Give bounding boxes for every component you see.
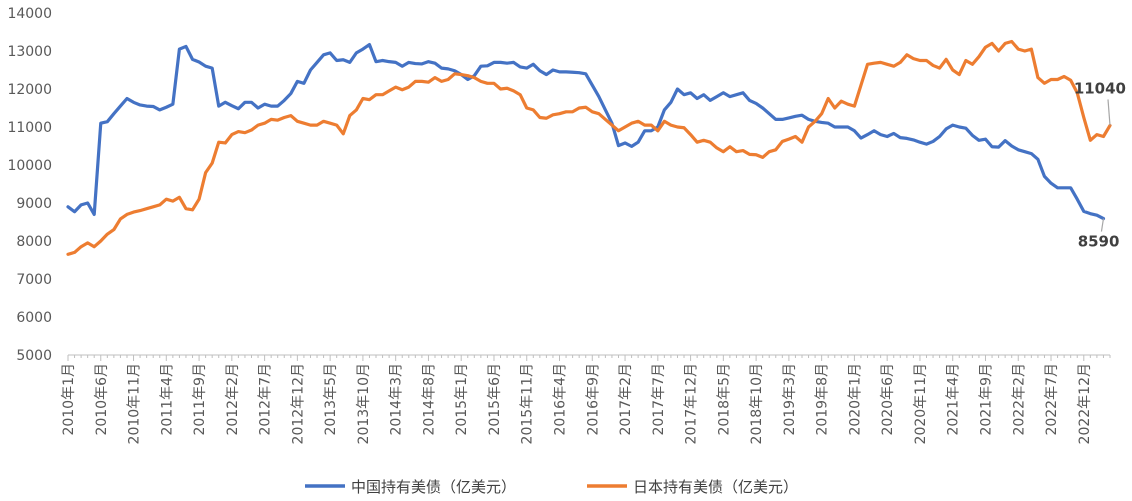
x-tick-label: 2017年2月 bbox=[618, 363, 634, 436]
x-tick-label: 2013年5月 bbox=[323, 363, 339, 436]
y-tick-label: 12000 bbox=[7, 82, 52, 98]
x-tick-label: 2020年6月 bbox=[880, 363, 896, 436]
x-tick-label: 2014年8月 bbox=[421, 363, 437, 436]
x-tick-label: 2015年1月 bbox=[454, 363, 470, 436]
x-tick-label: 2016年9月 bbox=[585, 363, 601, 436]
y-tick-label: 10000 bbox=[7, 158, 52, 174]
y-tick-label: 6000 bbox=[16, 310, 52, 326]
y-tick-label: 14000 bbox=[7, 6, 52, 22]
x-tick-label: 2013年10月 bbox=[356, 363, 372, 444]
x-tick-label: 2017年12月 bbox=[684, 363, 700, 444]
legend-item-china-label: 中国持有美债（亿美元） bbox=[351, 478, 516, 496]
x-tick-label: 2011年9月 bbox=[192, 363, 208, 436]
x-tick-label: 2020年11月 bbox=[913, 363, 929, 444]
x-tick-label: 2010年1月 bbox=[61, 363, 77, 436]
x-tick-label: 2011年4月 bbox=[159, 363, 175, 436]
annotations: 11040 8590 bbox=[1074, 79, 1126, 250]
japan-end-value-label: 11040 bbox=[1074, 79, 1126, 97]
y-tick-label: 11000 bbox=[7, 120, 52, 136]
legend-item-japan-label: 日本持有美债（亿美元） bbox=[633, 478, 798, 496]
x-tick-label: 2010年11月 bbox=[127, 363, 143, 444]
x-tick-label: 2012年7月 bbox=[258, 363, 274, 436]
y-tick-label: 5000 bbox=[16, 348, 52, 364]
x-tick-label: 2022年7月 bbox=[1044, 363, 1060, 436]
x-tick-label: 2015年6月 bbox=[487, 363, 503, 436]
x-tick-label: 2021年4月 bbox=[946, 363, 962, 436]
y-tick-label: 13000 bbox=[7, 44, 52, 60]
x-tick-label: 2012年2月 bbox=[225, 363, 241, 436]
x-tick-label: 2022年2月 bbox=[1011, 363, 1027, 436]
x-axis: 2010年1月 2010年6月 2010年11月 2011年4月 2011年9月 2012… bbox=[61, 354, 1111, 444]
legend: 中国持有美债（亿美元） 日本持有美债（亿美元） bbox=[305, 478, 798, 496]
x-tick-label: 2014年3月 bbox=[389, 363, 405, 436]
y-tick-label: 7000 bbox=[16, 272, 52, 288]
china-end-leader-line bbox=[1100, 218, 1105, 232]
china-holdings-line bbox=[66, 42, 1106, 221]
x-tick-label: 2018年10月 bbox=[749, 363, 765, 444]
japan-holdings-line bbox=[66, 39, 1112, 256]
china-end-value-label: 8590 bbox=[1078, 233, 1120, 251]
y-axis: 5000 6000 7000 8000 9000 10000 11000 12000 13000… bbox=[7, 6, 52, 364]
y-tick-label: 9000 bbox=[16, 196, 52, 212]
x-tick-label: 2018年5月 bbox=[716, 363, 732, 436]
x-tick-label: 2022年12月 bbox=[1077, 363, 1093, 444]
x-tick-label: 2010年6月 bbox=[94, 363, 110, 436]
x-tick-label: 2020年1月 bbox=[847, 363, 863, 436]
x-tick-label: 2021年9月 bbox=[978, 363, 994, 436]
japan-end-leader-line bbox=[1107, 99, 1111, 126]
x-tick-label: 2015年11月 bbox=[520, 363, 536, 444]
x-tick-label: 2019年8月 bbox=[815, 363, 831, 436]
y-tick-label: 8000 bbox=[16, 234, 52, 250]
x-tick-label: 2012年12月 bbox=[290, 363, 306, 444]
x-tick-label: 2016年4月 bbox=[553, 363, 569, 436]
plot-area bbox=[66, 39, 1112, 256]
x-tick-label: 2017年7月 bbox=[651, 363, 667, 436]
x-tick-label: 2019年3月 bbox=[782, 363, 798, 436]
